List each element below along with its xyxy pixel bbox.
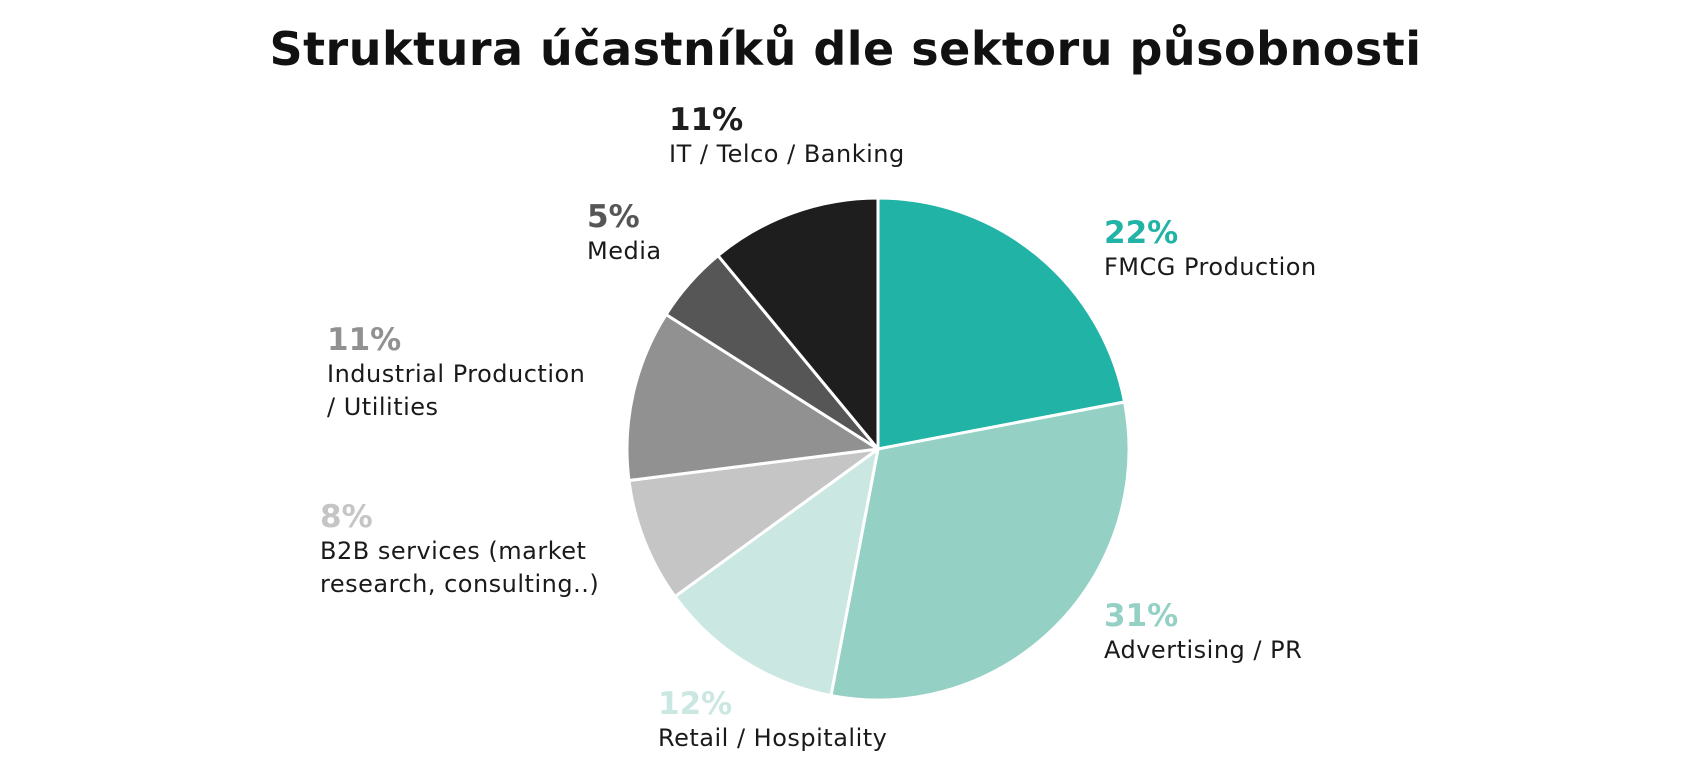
pie-slice-industrial: [625, 313, 880, 482]
slice-percent-fmcg: 22%: [1104, 215, 1179, 251]
slice-label-media: 5% Media: [587, 199, 662, 268]
slice-label-fmcg: 22% FMCG Production: [1104, 215, 1317, 284]
slice-label-industrial: 11% Industrial Production / Utilities: [327, 322, 585, 424]
pie-slice-b2b: [627, 447, 880, 599]
pie-slice-it: [716, 196, 880, 451]
slice-percent-industrial: 11%: [327, 322, 402, 358]
slice-name-b2b: B2B services (market research, consultin…: [320, 537, 600, 598]
slice-label-advertising: 31% Advertising / PR: [1104, 598, 1302, 667]
slice-percent-it: 11%: [669, 102, 744, 138]
slice-name-fmcg: FMCG Production: [1104, 253, 1317, 281]
slice-label-b2b: 8% B2B services (market research, consul…: [320, 499, 599, 601]
slice-name-media: Media: [587, 237, 662, 265]
slice-percent-advertising: 31%: [1104, 598, 1179, 634]
slice-percent-b2b: 8%: [320, 499, 373, 535]
slice-label-it: 11% IT / Telco / Banking: [669, 102, 905, 171]
slice-name-retail: Retail / Hospitality: [658, 724, 888, 752]
slice-name-industrial: Industrial Production / Utilities: [327, 360, 586, 421]
slice-percent-retail: 12%: [658, 686, 733, 722]
pie-slice-retail: [673, 447, 880, 698]
slice-percent-media: 5%: [587, 199, 640, 235]
slice-name-it: IT / Telco / Banking: [669, 140, 905, 168]
pie-slice-fmcg: [876, 196, 1127, 451]
pie-slice-advertising: [829, 400, 1131, 702]
slice-name-advertising: Advertising / PR: [1104, 636, 1303, 664]
chart-title: Struktura účastníků dle sektoru působnos…: [269, 22, 1422, 76]
slice-label-retail: 12% Retail / Hospitality: [658, 686, 887, 755]
